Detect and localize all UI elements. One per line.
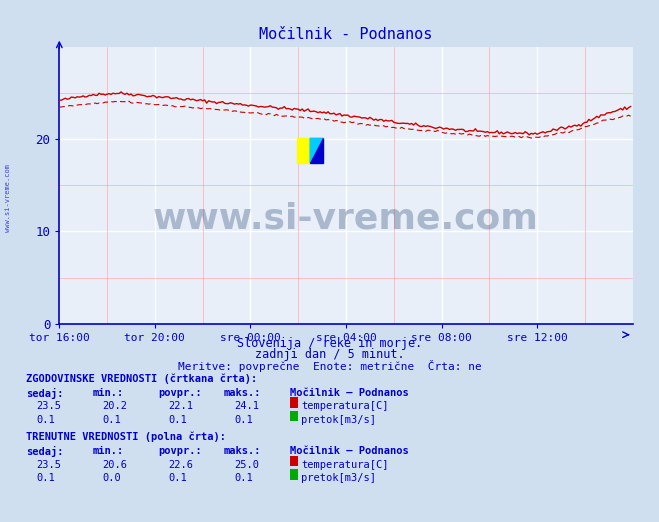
Text: temperatura[C]: temperatura[C] bbox=[301, 460, 389, 470]
Bar bbox=[297, 138, 310, 163]
Text: 0.1: 0.1 bbox=[36, 473, 55, 483]
Text: povpr.:: povpr.: bbox=[158, 388, 202, 398]
Text: Meritve: povprečne  Enote: metrične  Črta: ne: Meritve: povprečne Enote: metrične Črta:… bbox=[178, 360, 481, 372]
Text: 0.0: 0.0 bbox=[102, 473, 121, 483]
Polygon shape bbox=[310, 138, 323, 163]
Polygon shape bbox=[310, 138, 323, 163]
Text: 0.1: 0.1 bbox=[168, 473, 186, 483]
Text: www.si-vreme.com: www.si-vreme.com bbox=[153, 201, 539, 235]
Text: 0.1: 0.1 bbox=[234, 415, 252, 425]
Text: min.:: min.: bbox=[92, 446, 123, 456]
Text: TRENUTNE VREDNOSTI (polna črta):: TRENUTNE VREDNOSTI (polna črta): bbox=[26, 432, 226, 442]
Text: 22.1: 22.1 bbox=[168, 401, 193, 411]
Text: 0.1: 0.1 bbox=[102, 415, 121, 425]
Text: ZGODOVINSKE VREDNOSTI (črtkana črta):: ZGODOVINSKE VREDNOSTI (črtkana črta): bbox=[26, 373, 258, 384]
Text: sedaj:: sedaj: bbox=[26, 446, 64, 457]
Text: maks.:: maks.: bbox=[224, 388, 262, 398]
Text: 0.1: 0.1 bbox=[168, 415, 186, 425]
Text: 25.0: 25.0 bbox=[234, 460, 259, 470]
Text: 23.5: 23.5 bbox=[36, 401, 61, 411]
Text: 0.1: 0.1 bbox=[36, 415, 55, 425]
Text: 0.1: 0.1 bbox=[234, 473, 252, 483]
Text: Močilnik – Podnanos: Močilnik – Podnanos bbox=[290, 446, 409, 456]
Text: 20.2: 20.2 bbox=[102, 401, 127, 411]
Text: 24.1: 24.1 bbox=[234, 401, 259, 411]
Text: temperatura[C]: temperatura[C] bbox=[301, 401, 389, 411]
Text: pretok[m3/s]: pretok[m3/s] bbox=[301, 415, 376, 425]
Text: 23.5: 23.5 bbox=[36, 460, 61, 470]
Text: 20.6: 20.6 bbox=[102, 460, 127, 470]
Text: sedaj:: sedaj: bbox=[26, 388, 64, 399]
Text: povpr.:: povpr.: bbox=[158, 446, 202, 456]
Text: min.:: min.: bbox=[92, 388, 123, 398]
Title: Močilnik - Podnanos: Močilnik - Podnanos bbox=[259, 27, 433, 42]
Text: www.si-vreme.com: www.si-vreme.com bbox=[5, 164, 11, 232]
Text: Močilnik – Podnanos: Močilnik – Podnanos bbox=[290, 388, 409, 398]
Text: Slovenija / reke in morje.: Slovenija / reke in morje. bbox=[237, 337, 422, 350]
Text: zadnji dan / 5 minut.: zadnji dan / 5 minut. bbox=[254, 348, 405, 361]
Text: 22.6: 22.6 bbox=[168, 460, 193, 470]
Text: pretok[m3/s]: pretok[m3/s] bbox=[301, 473, 376, 483]
Text: maks.:: maks.: bbox=[224, 446, 262, 456]
